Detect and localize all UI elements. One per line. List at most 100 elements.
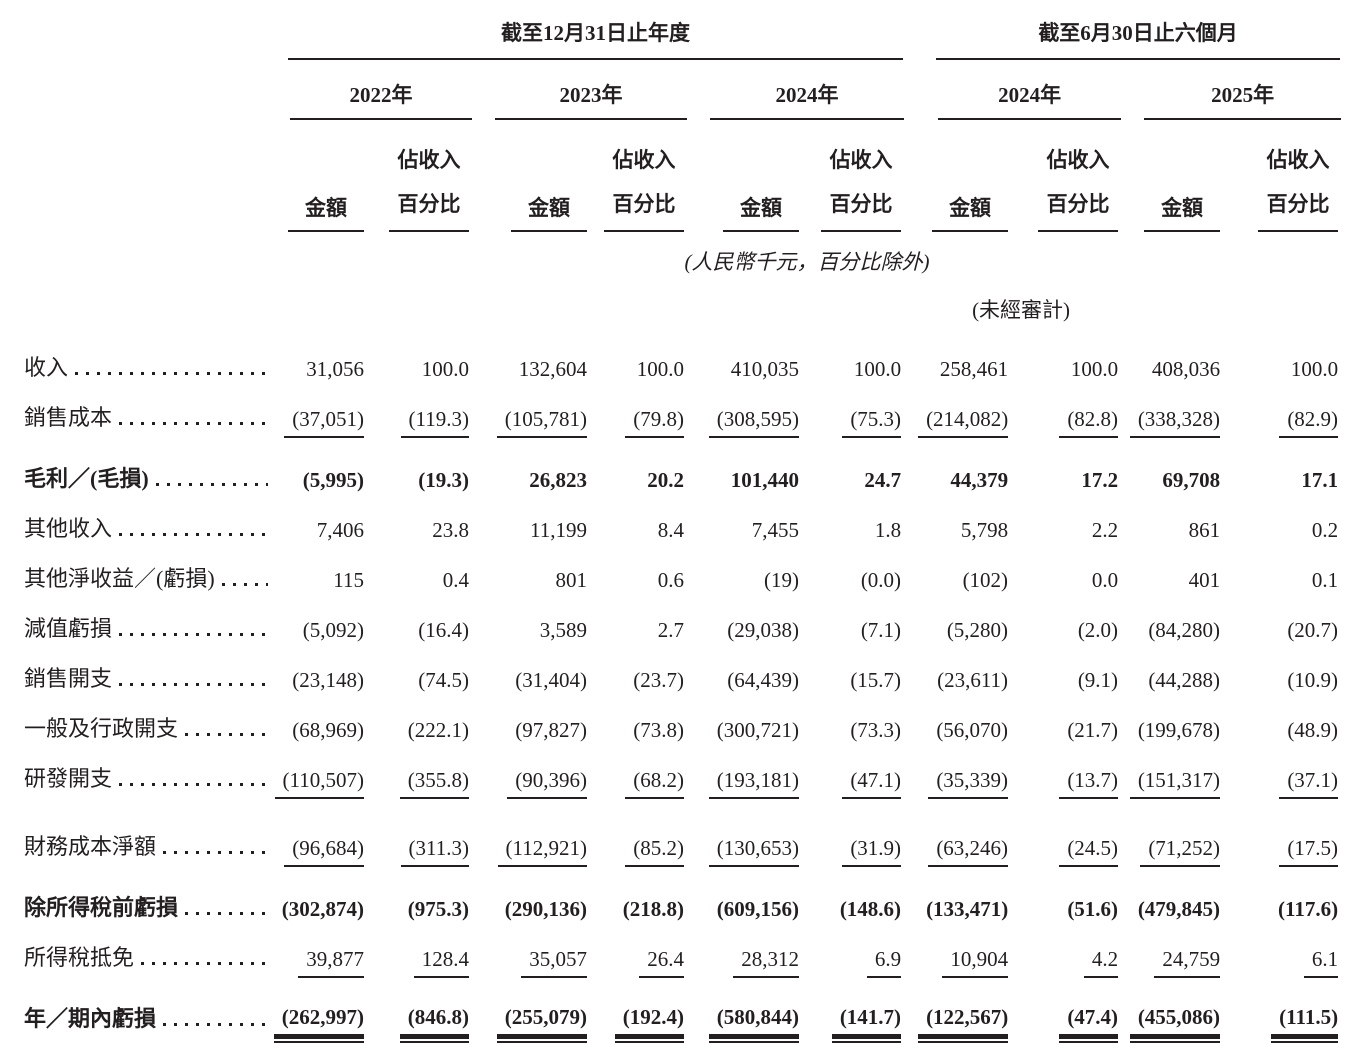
value-text: (102) [962, 568, 1009, 592]
table-row: 毛利／(毛損) (5,995) (19.3) 26,823 20.2 101,440 24.… [24, 438, 1344, 499]
value-text: 100.0 [421, 357, 469, 381]
cell-value: (122,567) [918, 978, 1014, 1055]
cell-value: (23,148) [270, 649, 370, 699]
group-spacer [907, 388, 918, 438]
year-label: 2024年 [710, 79, 905, 120]
cell-value: (151,317) [1124, 749, 1226, 799]
value-text: (141.7) [831, 1005, 902, 1043]
dot-leader [163, 851, 268, 854]
value-text: 6.1 [1303, 947, 1339, 978]
cell-value: (255,079) [475, 978, 593, 1055]
value-text: 0.2 [1311, 518, 1339, 542]
corner-cell [24, 232, 270, 284]
cell-value: (31.9) [805, 799, 907, 867]
value-text: 23.8 [432, 518, 469, 542]
group-spacer [907, 549, 918, 599]
cell-value: (90,396) [475, 749, 593, 799]
cell-value: (580,844) [690, 978, 805, 1055]
cell-value: (105,781) [475, 388, 593, 438]
cell-value: (846.8) [370, 978, 475, 1055]
cell-value: (102) [918, 549, 1014, 599]
cell-value: 115 [270, 549, 370, 599]
cell-value: (85.2) [593, 799, 690, 867]
unit-note-row: (人民幣千元，百分比除外) [24, 232, 1344, 284]
cell-value: (5,280) [918, 599, 1014, 649]
value-text: (21.7) [1067, 718, 1119, 742]
row-label-cell: 財務成本淨額 [24, 799, 270, 867]
group-spacer [907, 438, 918, 499]
table-row: 銷售成本 (37,051) (119.3) (105,781) (79.8) (308,5… [24, 388, 1344, 438]
value-text: 35,057 [521, 947, 587, 978]
cell-value: 128.4 [370, 928, 475, 978]
cell-value: (5,995) [270, 438, 370, 499]
row-label: 研發開支 [24, 766, 113, 791]
unit-note: (人民幣千元，百分比除外) [684, 250, 930, 274]
value-text: 4.2 [1083, 947, 1119, 978]
year-label: 2023年 [495, 79, 687, 120]
cell-value: (300,721) [690, 699, 805, 749]
value-text: 20.2 [647, 468, 684, 492]
cell-value: 2.2 [1014, 499, 1124, 549]
dot-leader [185, 912, 268, 915]
cell-value: (84,280) [1124, 599, 1226, 649]
cell-value: (130,653) [690, 799, 805, 867]
dot-leader [75, 372, 268, 375]
group-spacer [907, 499, 918, 549]
cell-value: (302,874) [270, 867, 370, 928]
value-text: (580,844) [708, 1005, 800, 1043]
amount-header: 金額 [1124, 120, 1226, 232]
row-label-cell: 其他淨收益／(虧損) [24, 549, 270, 599]
year-2024-interim: 2024年 [918, 60, 1124, 120]
row-label: 其他收入 [24, 516, 113, 541]
value-text: (48.9) [1287, 718, 1339, 742]
row-label-cell: 銷售成本 [24, 388, 270, 438]
cell-value: (37.1) [1226, 749, 1344, 799]
cell-value: (64,439) [690, 649, 805, 699]
cell-value: (17.5) [1226, 799, 1344, 867]
cell-value: (133,471) [918, 867, 1014, 928]
row-label-cell: 其他收入 [24, 499, 270, 549]
cell-value: 132,604 [475, 330, 593, 388]
cell-value: (19.3) [370, 438, 475, 499]
dot-leader [185, 733, 268, 736]
value-text: 7,406 [316, 518, 364, 542]
group-spacer [907, 928, 918, 978]
value-text: (308,595) [708, 407, 799, 438]
year-2022: 2022年 [270, 60, 475, 120]
row-label-cell: 減值虧損 [24, 599, 270, 649]
value-text: (19.3) [418, 468, 469, 492]
value-text: (192.4) [614, 1005, 685, 1043]
value-text: (23,148) [292, 668, 364, 692]
corner-cell [24, 120, 270, 232]
cell-value: 44,379 [918, 438, 1014, 499]
amount-header: 金額 [475, 120, 593, 232]
value-text: 115 [333, 568, 364, 592]
value-text: 100.0 [1070, 357, 1119, 381]
value-text: (23.7) [633, 668, 684, 692]
cell-value: 100.0 [1014, 330, 1124, 388]
value-text: (302,874) [281, 897, 364, 921]
corner-cell [24, 284, 270, 330]
cell-value: (5,092) [270, 599, 370, 649]
value-text: (74.5) [418, 668, 469, 692]
value-text: 5,798 [960, 518, 1009, 542]
row-label: 銷售成本 [24, 405, 113, 430]
dot-leader [119, 683, 268, 686]
value-text: (2.0) [1077, 618, 1119, 642]
cell-value: 0.4 [370, 549, 475, 599]
amount-header: 金額 [918, 120, 1014, 232]
cell-value: (37,051) [270, 388, 370, 438]
dot-leader [119, 783, 268, 786]
pct-header: 佔收入 百分比 [370, 120, 475, 232]
value-text: (355.8) [399, 768, 469, 799]
value-text: (51.6) [1067, 897, 1119, 921]
group-spacer [907, 330, 918, 388]
cell-value: (0.0) [805, 549, 907, 599]
value-text: (111.5) [1271, 1005, 1339, 1043]
value-text: (68,969) [292, 718, 364, 742]
value-text: (85.2) [625, 836, 684, 867]
row-label-cell: 除所得稅前虧損 [24, 867, 270, 928]
cell-value: 26.4 [593, 928, 690, 978]
value-text: (56,070) [936, 718, 1009, 742]
cell-value: 401 [1124, 549, 1226, 599]
